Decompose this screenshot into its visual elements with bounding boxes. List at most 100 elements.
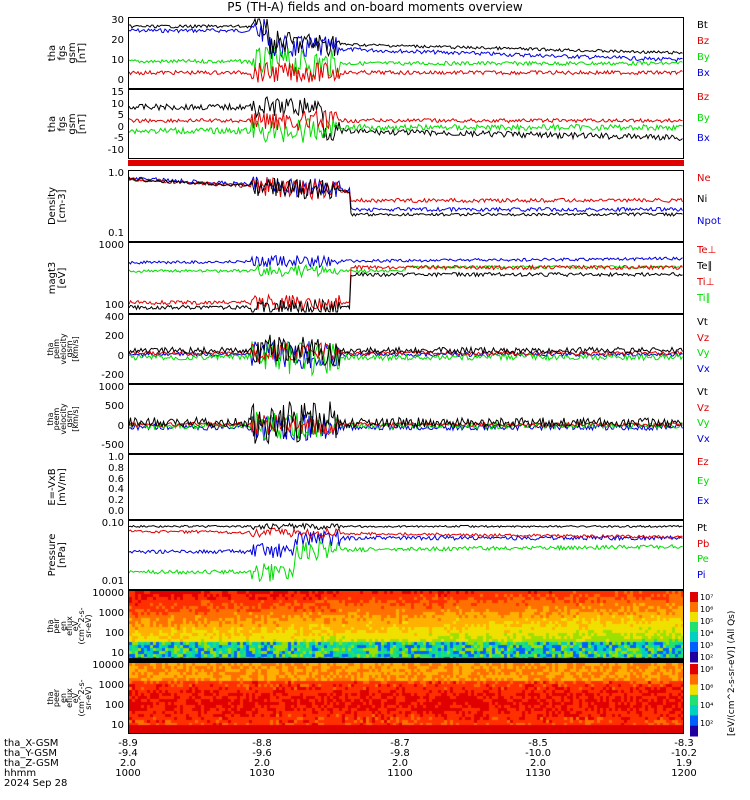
- panel-fgs-mag: [128, 17, 684, 89]
- series-line-black: [129, 522, 683, 531]
- series-line-green: [129, 118, 683, 143]
- series-line-blue: [129, 529, 683, 558]
- panel-peer-spec-ylabel: tha peer en eflux eV (cm^2-s-sr-eV): [46, 662, 93, 734]
- x-axis-row-label: tha_Y-GSM: [4, 748, 58, 759]
- y-tick-label: 0.2: [108, 495, 124, 507]
- page-title: P5 (TH-A) fields and on-board moments ov…: [227, 0, 523, 14]
- x-axis-tick-z: 2.0: [254, 758, 270, 769]
- panel-fgs-comp: [128, 89, 684, 159]
- series-line-blue: [129, 18, 683, 63]
- series-line-red: [129, 264, 683, 311]
- legend-entry: Bz: [697, 36, 710, 47]
- y-tick-label: 200: [104, 331, 124, 343]
- colorbar-segment: [690, 592, 698, 603]
- panel-peir-spec: [128, 590, 684, 662]
- panel-temperature: [128, 242, 684, 314]
- colorbar-tick: 10²: [700, 719, 713, 728]
- x-axis-row-label: tha_X-GSM: [4, 738, 59, 749]
- colorbar-tick: 10³: [700, 641, 713, 650]
- colorbar-tick: 10⁸: [700, 665, 713, 674]
- panel-peir-spec-ylabel: tha peir en eflux eV (cm^2-s-sr-eV): [46, 590, 93, 662]
- x-axis-tick-y: -9.4: [118, 748, 138, 759]
- series-line-black: [129, 18, 683, 58]
- y-tick-label: 1.0: [108, 452, 124, 463]
- legend-entry: Pb: [697, 538, 710, 550]
- y-tick-label: 100: [104, 300, 124, 311]
- colorbar-tick: 10⁶: [700, 683, 713, 692]
- y-tick-label: -5: [114, 133, 124, 145]
- x-axis-tick-t: 1200: [671, 768, 697, 779]
- x-axis-tick-y: -9.6: [252, 748, 272, 759]
- colorbar-segment: [690, 664, 698, 675]
- legend-entry: Te∥: [697, 261, 713, 272]
- legend-entry: Te⊥: [697, 245, 717, 256]
- series-line-green: [129, 539, 683, 583]
- legend-entry: Vx: [697, 363, 710, 375]
- legend-entry: By: [697, 52, 710, 63]
- colorbar-tick: 10⁴: [700, 701, 713, 710]
- x-axis-row-label: hhmm: [4, 768, 37, 779]
- y-tick-label: 15: [111, 87, 124, 98]
- legend-entry: Vy: [697, 418, 710, 429]
- series-line-blue: [129, 414, 683, 442]
- y-tick-label: 10: [111, 720, 124, 731]
- panel-peem-velocity: [128, 384, 684, 454]
- ylabel-line: [cm-3]: [57, 189, 68, 223]
- panel-density: [128, 170, 684, 242]
- legend-entry: Vz: [697, 402, 710, 414]
- legend-entry: Ni: [697, 194, 708, 206]
- series-line-blue: [129, 176, 683, 213]
- y-tick-label: -500: [101, 440, 124, 451]
- legend-entry: Vt: [697, 387, 708, 398]
- plot-temperature: [129, 254, 683, 313]
- y-tick-label: 10: [111, 98, 124, 110]
- y-tick-label: 0: [117, 121, 124, 133]
- colorbar-segment: [690, 652, 698, 663]
- x-axis-row-label: 2024 Sep 28: [4, 778, 68, 789]
- ylabel-line: [km/s]: [71, 336, 81, 362]
- y-tick-label: 1.0: [108, 168, 124, 179]
- y-tick-label: 0.0: [108, 506, 124, 517]
- series-line-red: [129, 109, 683, 131]
- colorbar-segment: [690, 612, 698, 623]
- legend-entry: Vz: [697, 332, 710, 344]
- colorbar-tick: 10⁶: [700, 605, 713, 614]
- colorbar-segment: [690, 684, 698, 696]
- legend-entry: Bt: [697, 20, 708, 31]
- x-axis-tick-y: -9.8: [390, 748, 410, 759]
- y-tick-label: 1000: [98, 608, 124, 619]
- y-tick-label: -10: [107, 145, 124, 156]
- y-tick-label: 1000: [98, 240, 124, 251]
- red-separator-strip: [128, 160, 684, 166]
- panel-peem-velocity-ylabel: tha peem velocity gsm [km/s]: [46, 384, 92, 454]
- colorbar-segment: [690, 642, 698, 653]
- plot-pressure: [129, 522, 683, 583]
- colorbar-segment: [690, 694, 698, 706]
- y-tick-label: 0: [117, 420, 124, 432]
- x-axis-tick-t: 1000: [115, 768, 141, 779]
- legend-entry: Npot: [697, 215, 721, 227]
- y-tick-label: 0.4: [108, 484, 124, 496]
- x-axis-tick-z: 2.0: [120, 758, 136, 769]
- legend-entry: Bx: [697, 133, 710, 145]
- plot-peim-velocity: [129, 334, 683, 377]
- ylabel-line: [nT]: [77, 42, 88, 64]
- y-tick-label: -200: [101, 370, 124, 381]
- plot-fgs-comp: [129, 95, 683, 143]
- y-tick-label: 0.6: [108, 473, 124, 485]
- spectrogram-peir-spec: [129, 591, 683, 661]
- series-line-red: [129, 527, 683, 540]
- legend-entry: Vx: [697, 433, 710, 445]
- legend-entry: Ex: [697, 495, 710, 507]
- colorbar-segment: [690, 632, 698, 643]
- panel-efield: [128, 454, 684, 520]
- x-axis-tick-x: -8.7: [390, 738, 410, 749]
- panel-pressure: [128, 520, 684, 590]
- y-tick-label: 10000: [92, 660, 124, 671]
- legend-entry: Ez: [697, 457, 709, 468]
- series-line-black: [129, 95, 683, 142]
- ylabel-line: [mV/m]: [57, 468, 68, 506]
- x-axis-tick-t: 1100: [387, 768, 413, 779]
- x-axis-tick-z: 1.9: [676, 758, 692, 769]
- x-axis-row-label: tha_Z-GSM: [4, 758, 59, 769]
